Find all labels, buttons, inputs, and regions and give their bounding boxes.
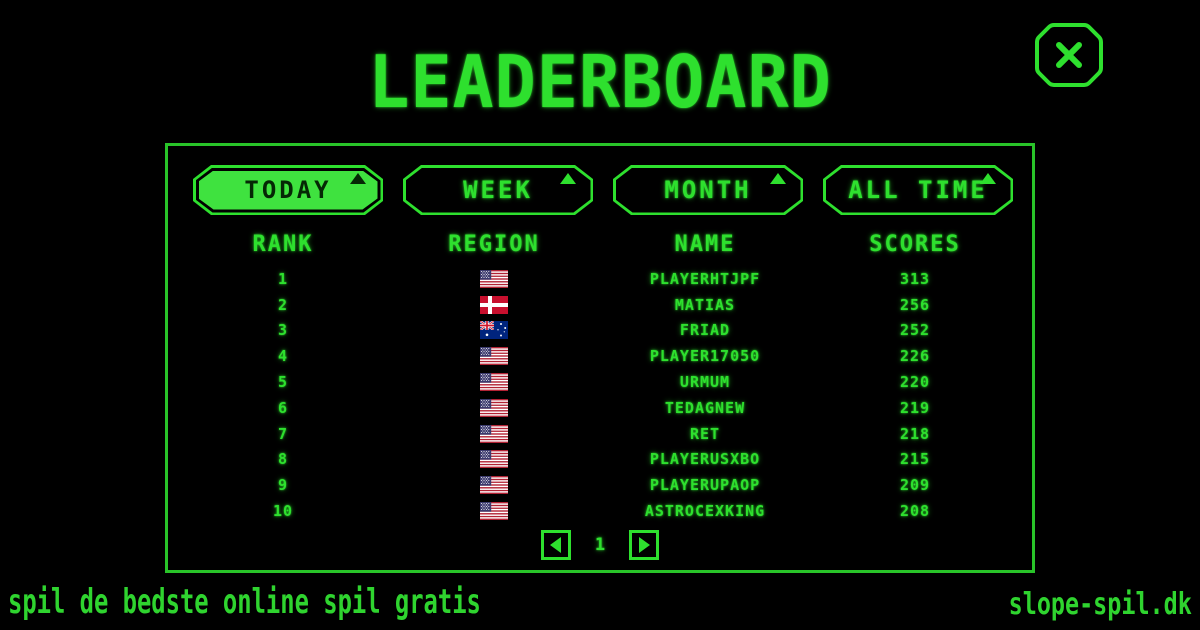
- rank-cell: 8: [277, 450, 289, 469]
- score-cell: 209: [899, 476, 931, 495]
- region-flag-icon-us: [398, 502, 590, 521]
- score-cell: 256: [899, 295, 931, 314]
- tab-background: [616, 168, 801, 213]
- tab-week[interactable]: WEEK: [403, 165, 593, 215]
- region-flag-icon-us: [398, 450, 590, 469]
- tab-selected-fill: [199, 171, 378, 210]
- name-cell: URMUM: [679, 373, 731, 392]
- triangle-up-icon: [770, 173, 786, 184]
- score-cell: 220: [899, 373, 931, 392]
- table-row: 9 PLAYERUPAOP 209: [168, 472, 1032, 498]
- name-cell: PLAYERUSXBO: [649, 450, 761, 469]
- score-cell: 215: [899, 450, 931, 469]
- rank-cell: 9: [277, 476, 289, 495]
- rank-cell: 2: [277, 295, 289, 314]
- tab-bar: TODAY WEEK MONTH ALL TIME: [193, 165, 1013, 215]
- name-cell: FRIAD: [679, 321, 731, 340]
- table-row: 1 PLAYERHTJPF 313: [168, 266, 1032, 292]
- footer-tagline: spil de bedste online spil gratis: [8, 582, 481, 622]
- table-body: 1 PLAYERHTJPF 313 2 MATIAS 256 3 FRIAD 2…: [168, 266, 1032, 524]
- rank-cell: 5: [277, 373, 289, 392]
- prev-page-button[interactable]: [540, 530, 571, 560]
- name-cell: RET: [689, 424, 721, 443]
- name-cell: TEDAGNEW: [664, 398, 746, 417]
- rank-cell: 3: [277, 321, 289, 340]
- score-cell: 313: [899, 269, 931, 288]
- table-row: 2 MATIAS 256: [168, 292, 1032, 318]
- table-row: 10 ASTROCEXKING 208: [168, 498, 1032, 524]
- score-cell: 252: [899, 321, 931, 340]
- header-name: NAME: [674, 232, 736, 257]
- table-row: 4 PLAYER17050 226: [168, 343, 1032, 369]
- arrow-right-icon: [638, 537, 650, 553]
- tab-background: [406, 168, 591, 213]
- tab-all-time[interactable]: ALL TIME: [823, 165, 1013, 215]
- header-scores: SCORES: [869, 232, 961, 257]
- tab-month[interactable]: MONTH: [613, 165, 803, 215]
- table-header-row: RANK REGION NAME SCORES: [168, 232, 1032, 257]
- table-row: 8 PLAYERUSXBO 215: [168, 447, 1032, 473]
- table-row: 6 TEDAGNEW 219: [168, 395, 1032, 421]
- rank-cell: 6: [277, 398, 289, 417]
- page-title: LEADERBOARD: [368, 40, 832, 124]
- score-cell: 219: [899, 398, 931, 417]
- tab-label: WEEK: [463, 176, 533, 204]
- region-flag-icon-us: [398, 424, 590, 443]
- name-cell: PLAYER17050: [649, 347, 761, 366]
- tab-background: [826, 168, 1011, 213]
- rank-cell: 10: [272, 502, 294, 521]
- score-cell: 208: [899, 502, 931, 521]
- close-octagon-icon: [1035, 23, 1103, 87]
- rank-cell: 7: [277, 424, 289, 443]
- region-flag-icon-dk: [398, 295, 590, 314]
- table-row: 3 FRIAD 252: [168, 318, 1032, 344]
- triangle-up-icon: [350, 173, 366, 184]
- region-flag-icon-us: [398, 347, 590, 366]
- name-cell: PLAYERUPAOP: [649, 476, 761, 495]
- leaderboard-panel: TODAY WEEK MONTH ALL TIME: [165, 143, 1035, 573]
- page-number: 1: [594, 535, 606, 555]
- table-row: 7 RET 218: [168, 421, 1032, 447]
- triangle-up-icon: [560, 173, 576, 184]
- region-flag-icon-us: [398, 398, 590, 417]
- close-button[interactable]: [1034, 22, 1104, 88]
- tab-label: MONTH: [664, 176, 752, 204]
- name-cell: MATIAS: [674, 295, 736, 314]
- arrow-left-icon: [550, 537, 562, 553]
- next-page-button[interactable]: [629, 530, 660, 560]
- tab-label: TODAY: [244, 176, 332, 204]
- tab-today[interactable]: TODAY: [193, 165, 383, 215]
- header-region: REGION: [448, 232, 540, 257]
- pagination: 1: [168, 530, 1032, 560]
- close-x-icon: [1056, 42, 1082, 68]
- region-flag-icon-au: [398, 321, 590, 340]
- score-cell: 218: [899, 424, 931, 443]
- rank-cell: 4: [277, 347, 289, 366]
- score-cell: 226: [899, 347, 931, 366]
- name-cell: ASTROCEXKING: [644, 502, 766, 521]
- region-flag-icon-us: [398, 476, 590, 495]
- tab-label: ALL TIME: [848, 176, 988, 204]
- table-row: 5 URMUM 220: [168, 369, 1032, 395]
- rank-cell: 1: [277, 269, 289, 288]
- footer-site-name: slope-spil.dk: [1008, 587, 1192, 622]
- triangle-up-icon: [980, 173, 996, 184]
- region-flag-icon-us: [398, 269, 590, 288]
- header-rank: RANK: [252, 232, 314, 257]
- name-cell: PLAYERHTJPF: [649, 269, 761, 288]
- region-flag-icon-us: [398, 373, 590, 392]
